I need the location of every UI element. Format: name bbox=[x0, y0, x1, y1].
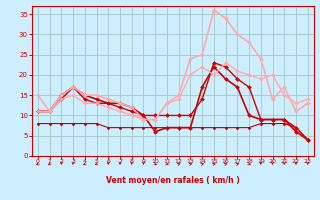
X-axis label: Vent moyen/en rafales ( km/h ): Vent moyen/en rafales ( km/h ) bbox=[106, 176, 240, 185]
